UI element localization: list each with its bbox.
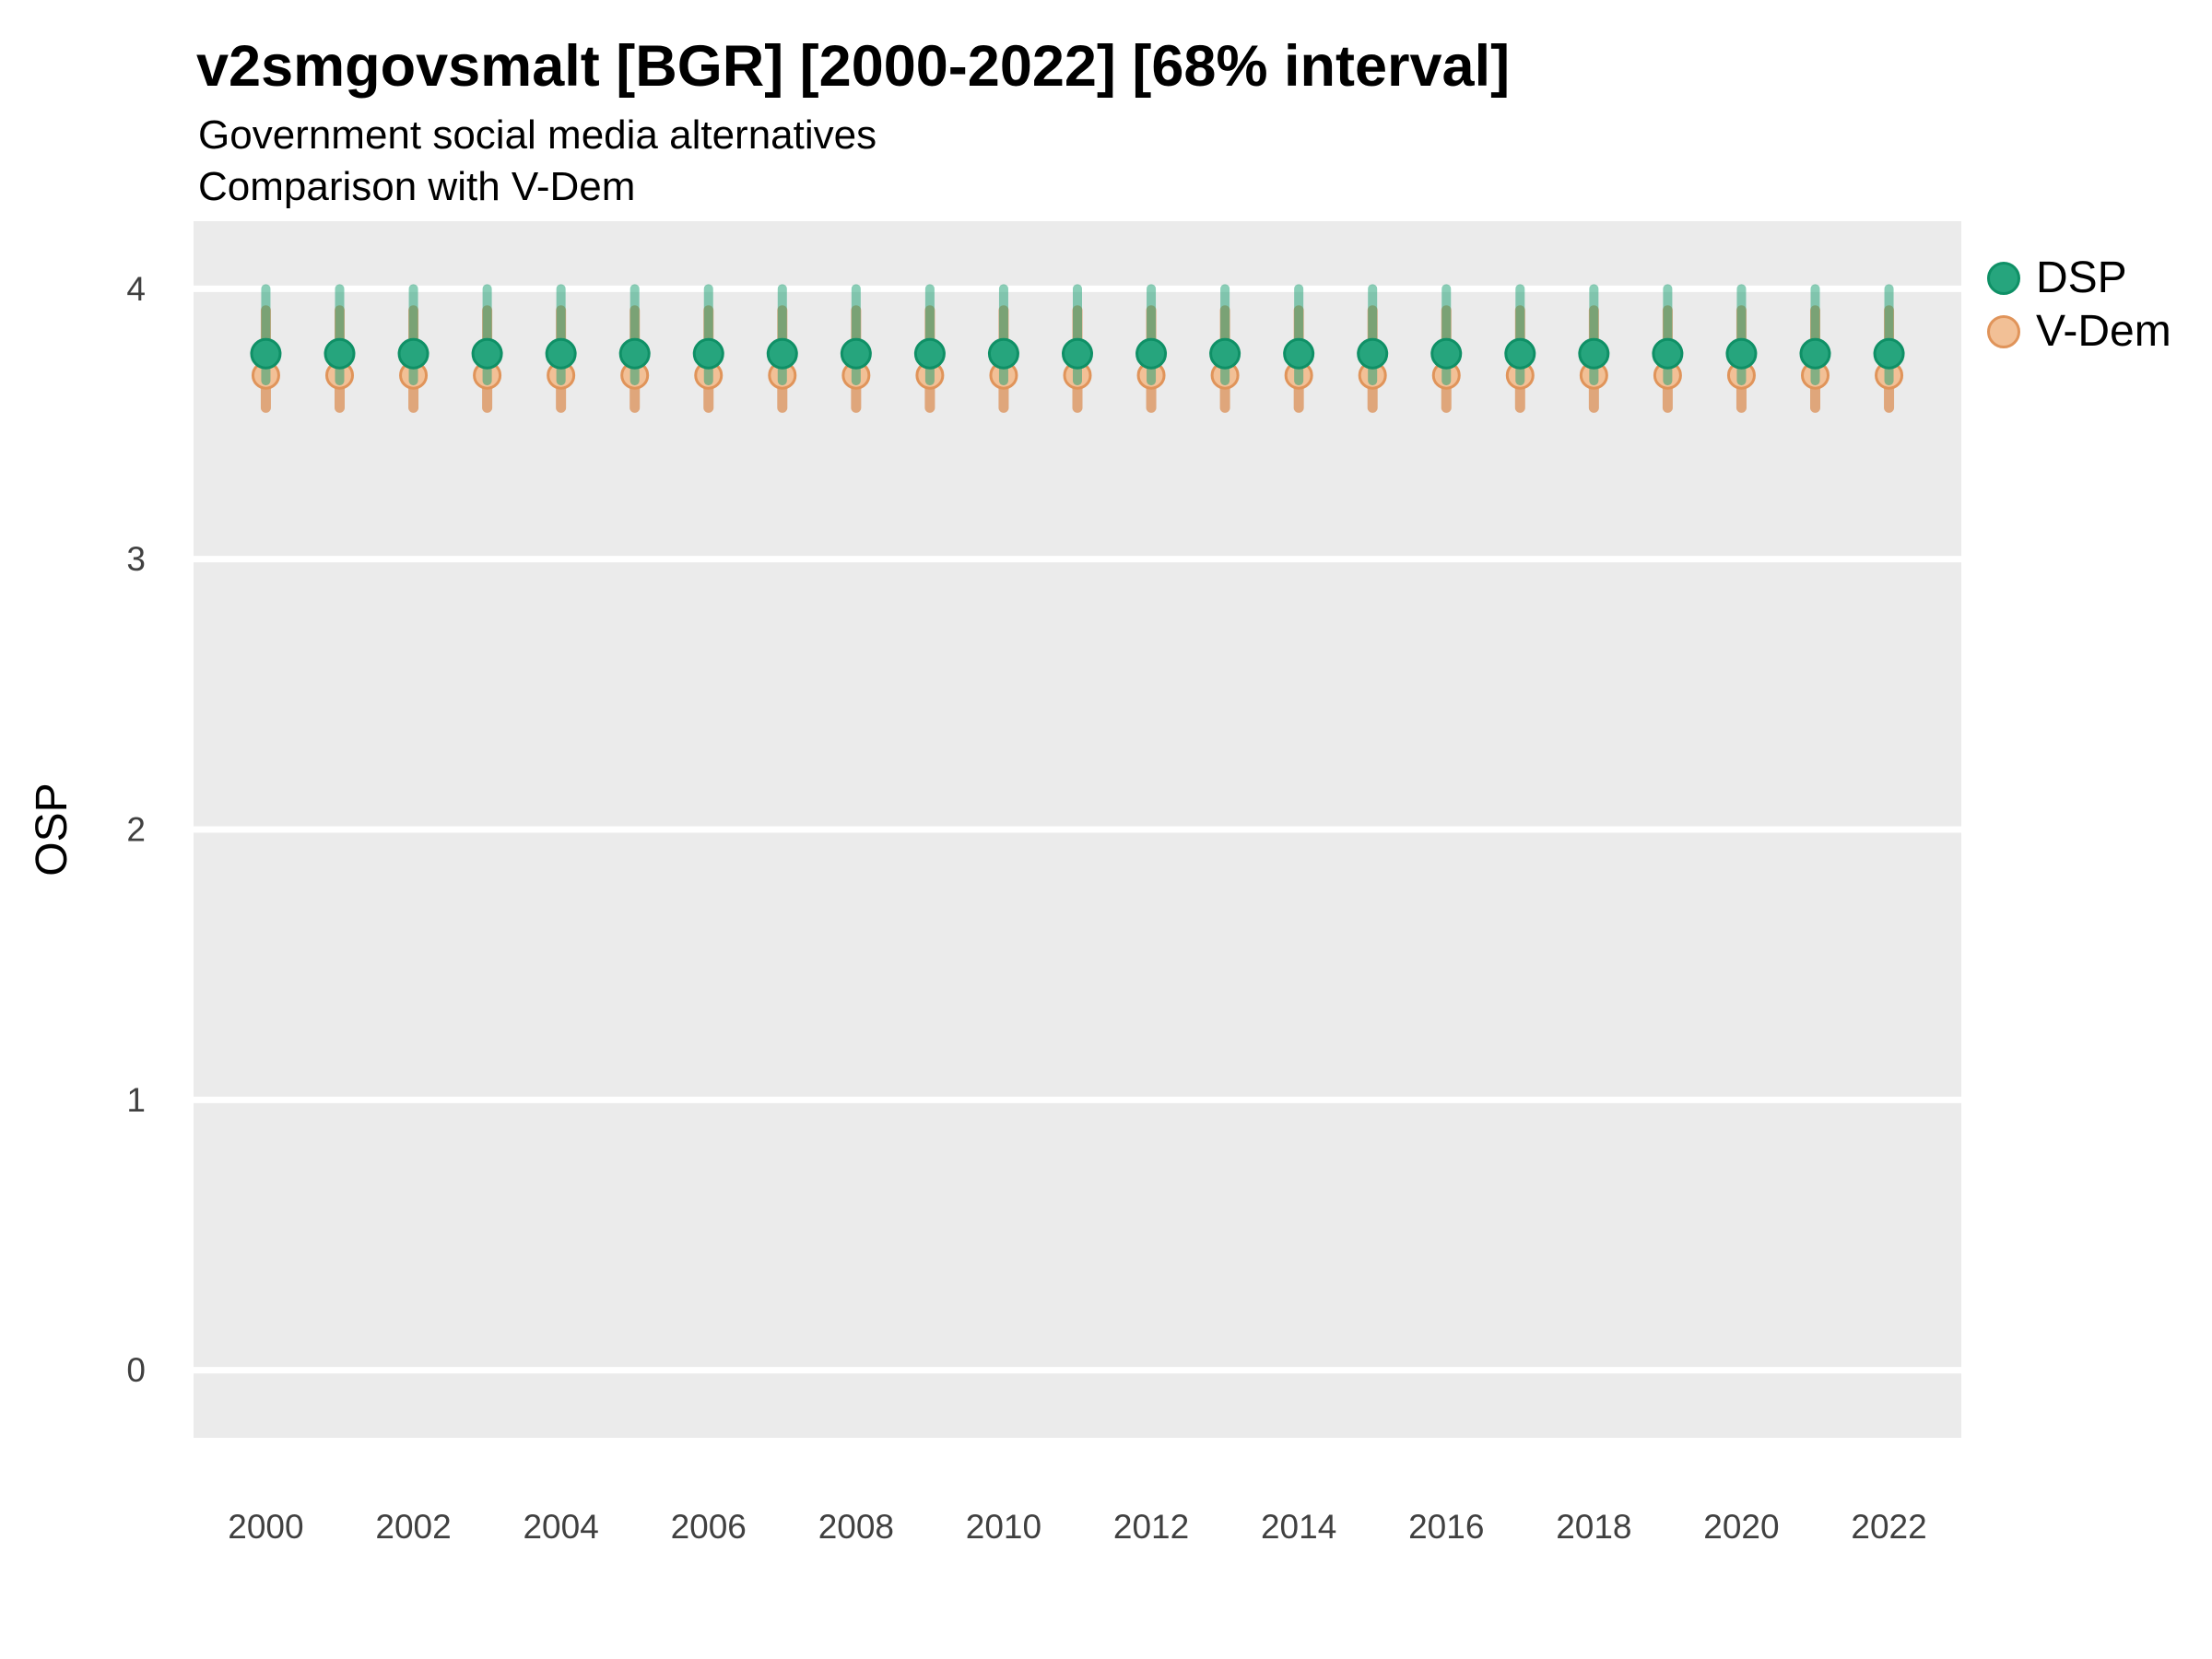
- dsp-point: [1873, 337, 1905, 370]
- year-group: [840, 284, 872, 413]
- legend-label-vdem: V-Dem: [2036, 307, 2171, 356]
- year-group: [766, 284, 798, 413]
- year-group: [471, 284, 503, 413]
- dsp-point: [913, 337, 946, 370]
- year-group: [1209, 284, 1241, 413]
- x-tick-label: 2000: [228, 1508, 303, 1546]
- x-tick-label: 2012: [1113, 1508, 1189, 1546]
- legend-item-dsp: DSP: [1987, 252, 2171, 305]
- y-tick-label: 2: [126, 811, 146, 849]
- year-group: [250, 284, 282, 413]
- x-tick-label: 2006: [671, 1508, 747, 1546]
- year-group: [397, 284, 429, 413]
- dsp-point: [471, 337, 503, 370]
- legend-label-dsp: DSP: [2036, 253, 2127, 302]
- dsp-point: [692, 337, 724, 370]
- y-tick-label: 0: [126, 1351, 146, 1389]
- x-tick-label: 2020: [1703, 1508, 1779, 1546]
- dsp-point: [324, 337, 356, 370]
- y-tick-label: 4: [126, 270, 146, 308]
- legend-item-vdem: V-Dem: [1987, 305, 2171, 359]
- chart-subtitle: Government social media alternatives: [198, 112, 877, 158]
- legend-swatch-dsp-icon: [1987, 262, 2020, 295]
- year-group: [913, 284, 946, 413]
- dsp-point: [1135, 337, 1168, 370]
- dsp-point: [1652, 337, 1684, 370]
- data-layer: [250, 284, 1905, 413]
- chart-subtitle-comparison: Comparison with V-Dem: [198, 164, 636, 209]
- year-group: [692, 284, 724, 413]
- dsp-point: [1209, 337, 1241, 370]
- y-tick-label: 1: [126, 1081, 146, 1119]
- axis-labels: 0 1 2 3 4 2000 2002 2004 2006 2008 2010 2012 2014 201…: [126, 270, 1926, 1546]
- dsp-point: [1578, 337, 1610, 370]
- dsp-point: [1430, 337, 1463, 370]
- year-group: [1799, 284, 1831, 413]
- year-group: [1357, 284, 1389, 413]
- year-group: [618, 284, 651, 413]
- dsp-point: [1799, 337, 1831, 370]
- legend: DSP V-Dem: [1987, 252, 2171, 359]
- dsp-point: [1062, 337, 1093, 370]
- dsp-point: [766, 337, 798, 370]
- chart-title: v2smgovsmalt [BGR] [2000-2022] [68% inte…: [196, 34, 1511, 99]
- dsp-point: [250, 337, 282, 370]
- year-group: [987, 284, 1019, 413]
- x-tick-label: 2002: [375, 1508, 451, 1546]
- x-tick-label: 2016: [1408, 1508, 1484, 1546]
- x-tick-label: 2004: [523, 1508, 598, 1546]
- dsp-point: [618, 337, 651, 370]
- dsp-point: [1504, 337, 1536, 370]
- x-tick-label: 2008: [818, 1508, 894, 1546]
- x-tick-label: 2010: [966, 1508, 1041, 1546]
- dsp-point: [1725, 337, 1758, 370]
- year-group: [1135, 284, 1168, 413]
- year-group: [1504, 284, 1536, 413]
- year-group: [1062, 284, 1093, 413]
- dsp-point: [987, 337, 1019, 370]
- dsp-point: [397, 337, 429, 370]
- dsp-point: [1283, 337, 1315, 370]
- year-group: [1652, 284, 1684, 413]
- dsp-point: [545, 337, 577, 370]
- year-group: [1430, 284, 1463, 413]
- year-group: [1283, 284, 1315, 413]
- legend-swatch-vdem-icon: [1987, 315, 2020, 348]
- dsp-point: [840, 337, 872, 370]
- x-tick-label: 2014: [1261, 1508, 1336, 1546]
- year-group: [1578, 284, 1610, 413]
- x-tick-label: 2022: [1851, 1508, 1926, 1546]
- year-group: [1725, 284, 1758, 413]
- x-tick-label: 2018: [1556, 1508, 1631, 1546]
- year-group: [324, 284, 356, 413]
- y-tick-label: 3: [126, 540, 146, 578]
- year-group: [1873, 284, 1905, 413]
- dsp-point: [1357, 337, 1389, 370]
- year-group: [545, 284, 577, 413]
